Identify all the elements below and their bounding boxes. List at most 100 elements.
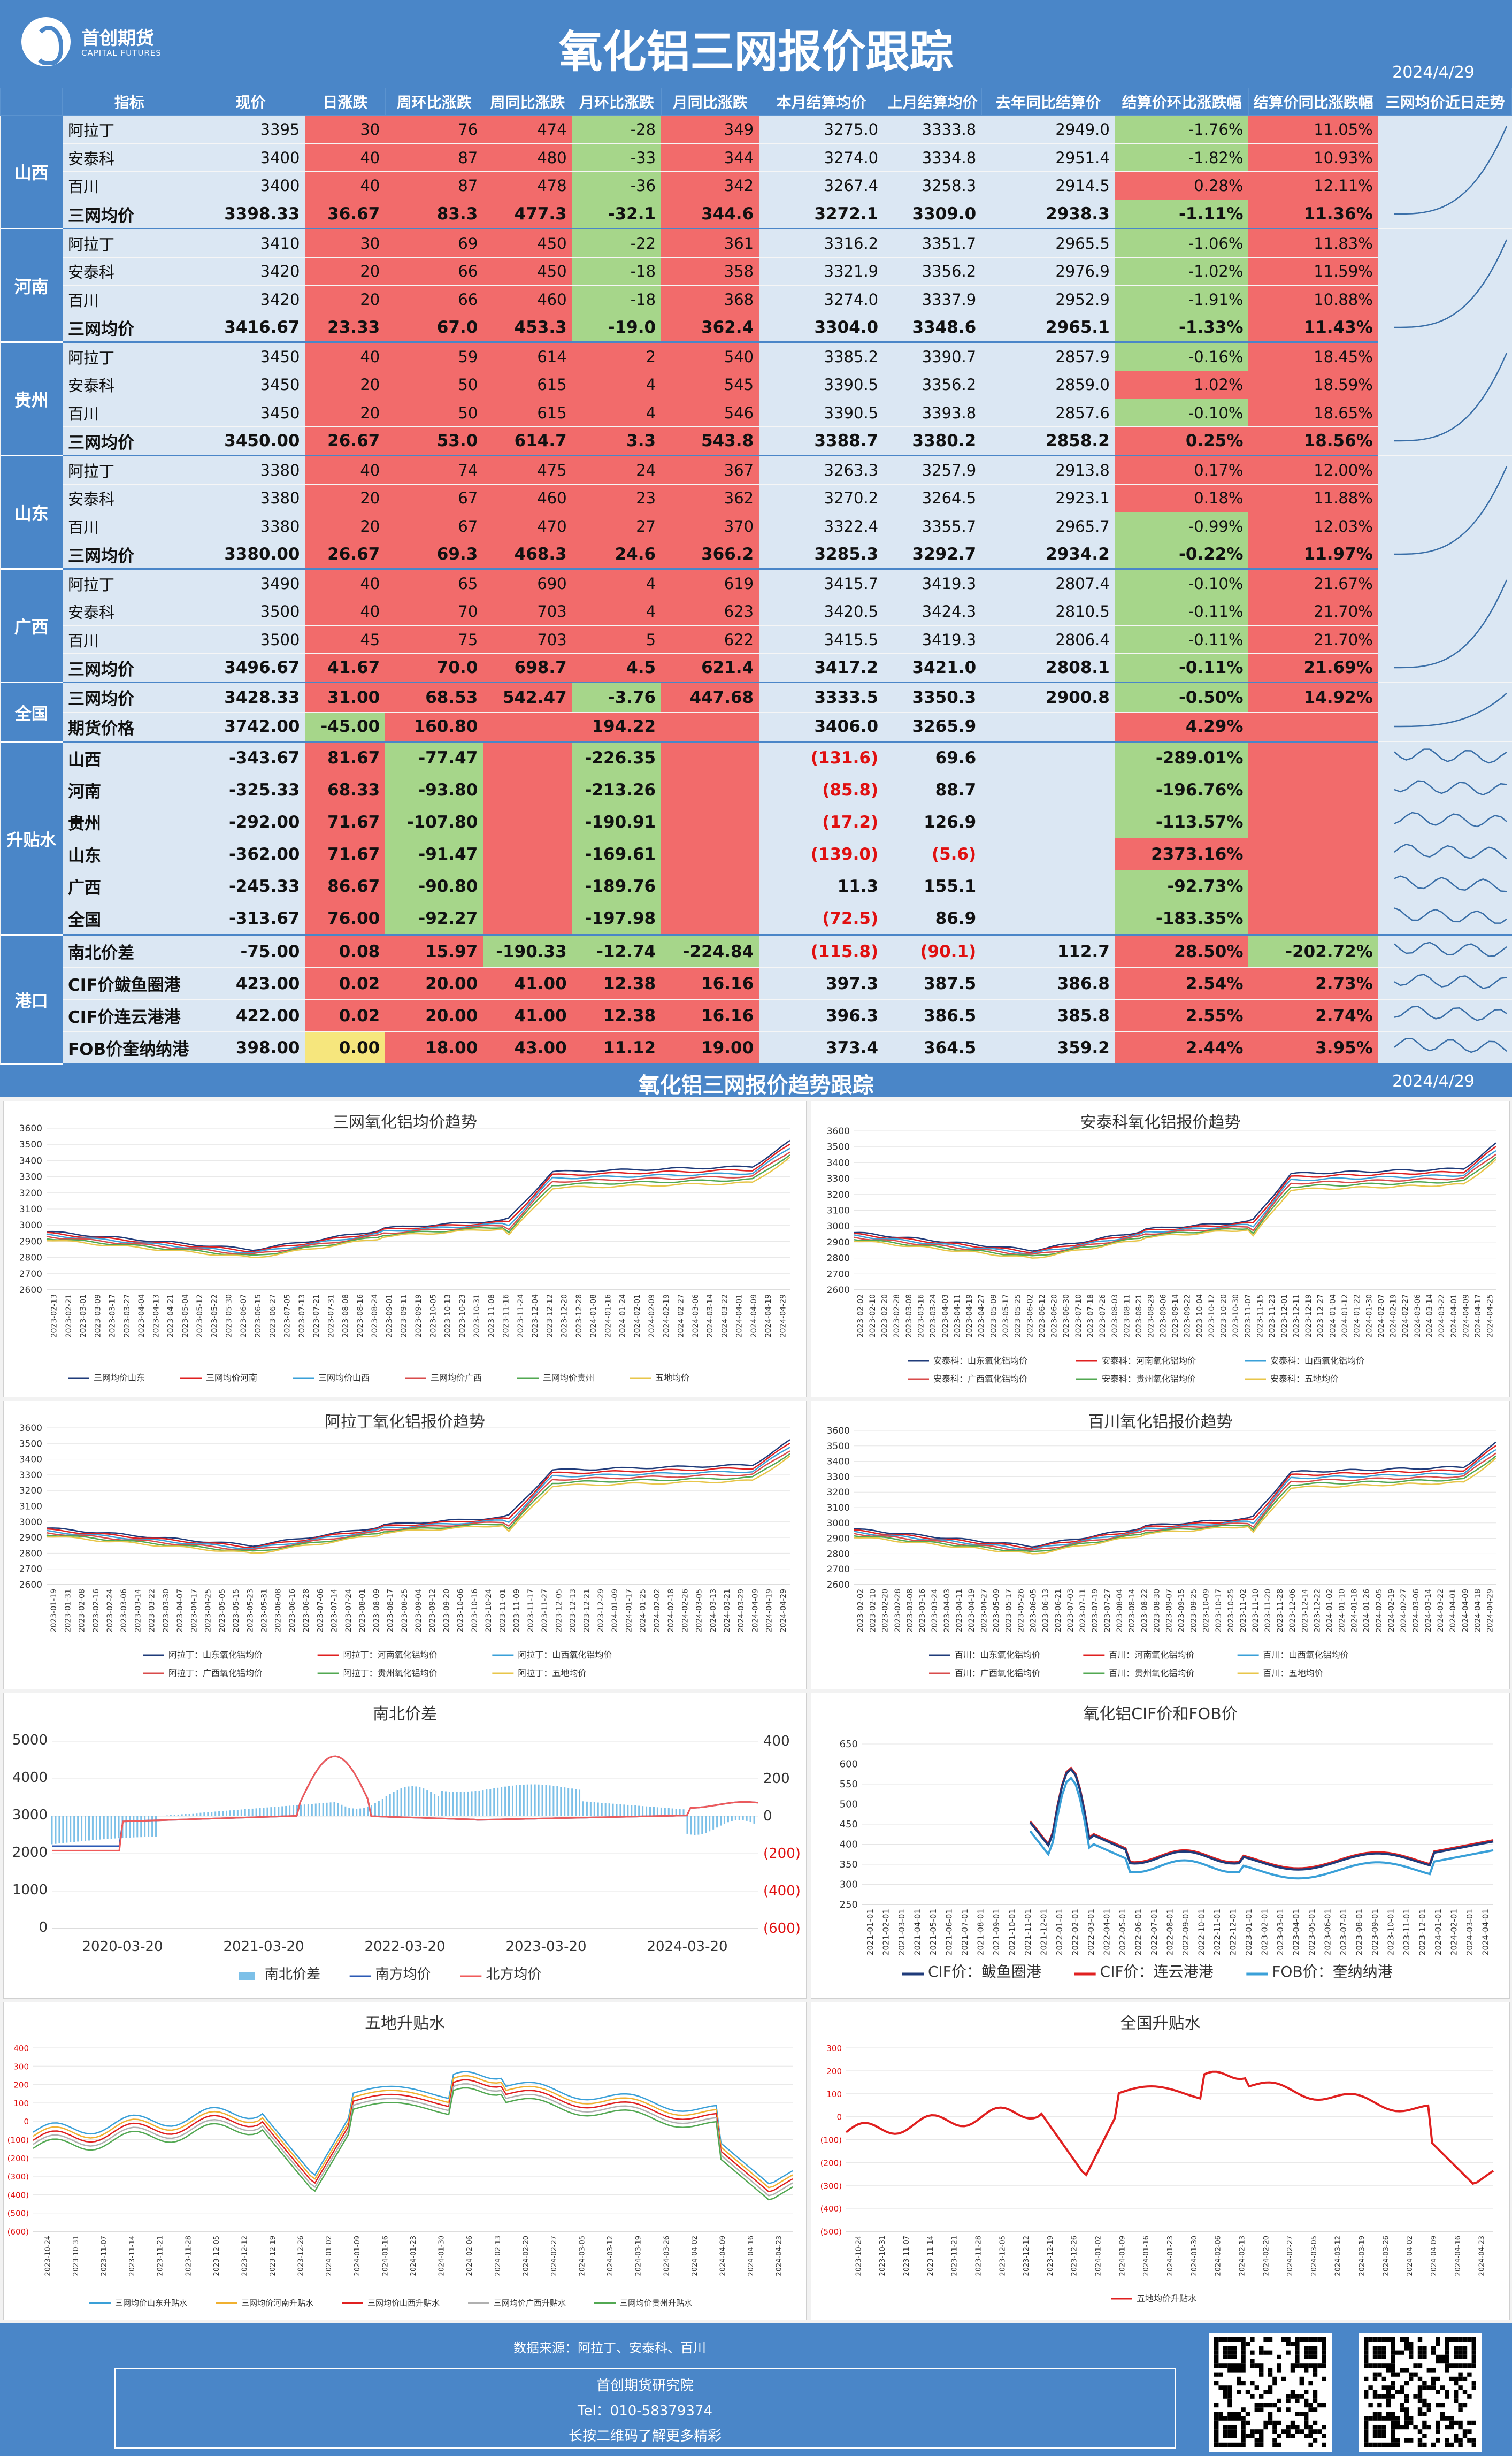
table-cell: 3355.7	[884, 512, 982, 541]
qr-module	[1391, 2350, 1395, 2355]
sparkline-path	[1394, 353, 1507, 442]
qr-module	[1381, 2354, 1386, 2359]
qr-module	[1308, 2354, 1313, 2359]
qr-module	[1364, 2429, 1369, 2434]
y-tick-label: (300)	[820, 2181, 842, 2191]
x-tick-label: 2024-04-23	[1478, 2236, 1486, 2276]
qr-module	[1458, 2403, 1463, 2408]
x-tick-label: 2023-05-25	[1014, 1294, 1023, 1337]
table-cell: 2808.1	[981, 653, 1115, 683]
x-tick-label: 2024-03-22	[1438, 1294, 1446, 1337]
qr-module	[1290, 2368, 1295, 2373]
qr-module	[1299, 2337, 1304, 2342]
y-tick-label: (100)	[7, 2136, 29, 2145]
chart-svg: 3600350034003300320031003000290028002700…	[19, 1123, 790, 1383]
region-group-label: 广西	[0, 569, 63, 683]
qr-module	[1223, 2363, 1228, 2368]
x-tick-label: 2023-02-28	[893, 1294, 901, 1337]
sparkline-path	[1394, 875, 1507, 892]
trend-sparkline	[1378, 870, 1512, 902]
qr-module	[1237, 2337, 1241, 2342]
x-tick-label: 2024-03-05	[695, 1589, 704, 1632]
x-tick-label: 2023-11-21	[157, 2236, 165, 2276]
x-tick-label: 2023-08-30	[1153, 1589, 1161, 1632]
qr-module	[1223, 2434, 1228, 2438]
qr-module	[1313, 2337, 1318, 2342]
qr-module	[1368, 2385, 1373, 2390]
table-cell: 3417.2	[759, 653, 884, 683]
table-cell: 50	[385, 371, 483, 399]
x-tick-label: 2023-09-12	[428, 1589, 437, 1632]
qr-module	[1232, 2416, 1237, 2421]
y2-tick-label: (200)	[763, 1846, 801, 1862]
table-cell: 26.67	[305, 540, 386, 570]
table-cell: 2965.5	[981, 228, 1115, 258]
qr-module	[1304, 2390, 1309, 2394]
row-label: 阿拉丁	[62, 342, 196, 371]
chart-panel-five-region-basis: 五地升贴水 400 300 200 100 0 (100) (200) (300) (400) (5…	[3, 2002, 807, 2320]
qr-module	[1368, 2363, 1373, 2368]
table-cell: -1.02%	[1115, 257, 1249, 286]
table-cell	[981, 806, 1115, 838]
legend-label: 百川：五地均价	[1263, 1668, 1323, 1678]
qr-module	[1237, 2442, 1241, 2447]
x-tick-label: 2023-11-16	[502, 1294, 511, 1337]
table-cell: 3395	[196, 115, 305, 144]
qr-module	[1404, 2368, 1409, 2373]
legend-label: 南方均价	[375, 1967, 431, 1983]
row-label: 河南	[62, 774, 196, 806]
qr-module	[1308, 2350, 1313, 2355]
column-header: 现价	[196, 88, 305, 116]
x-tick-label: 2023-05-17	[1002, 1294, 1010, 1337]
x-tick-label: 2023-04-27	[980, 1589, 988, 1632]
table-cell: 2952.9	[981, 285, 1115, 314]
x-tick-label: 2023-07-10	[1074, 1294, 1083, 1337]
table-cell: 4	[572, 399, 662, 427]
qr-code-icon[interactable]	[1359, 2333, 1482, 2452]
x-tick-label: 2024-01-01	[1433, 1909, 1443, 1955]
table-cell: 3500	[196, 598, 305, 626]
row-label: 安泰科	[62, 143, 196, 172]
table-cell: 0.18%	[1115, 484, 1249, 512]
y-tick-label: 3100	[827, 1503, 850, 1513]
trend-sparkline	[1378, 774, 1512, 806]
qr-module	[1313, 2394, 1318, 2399]
table-cell: 3398.33	[196, 200, 305, 229]
qr-module	[1232, 2363, 1237, 2368]
qr-module	[1458, 2350, 1463, 2355]
qr-module	[1413, 2363, 1418, 2368]
qr-module	[1295, 2354, 1300, 2359]
qr-module	[1467, 2372, 1472, 2377]
org-name: 首创期货研究院	[596, 2378, 694, 2394]
x-tick-label: 2024-04-02	[691, 2236, 699, 2276]
legend-label: 南北价差	[265, 1967, 320, 1983]
qr-module	[1449, 2420, 1454, 2425]
legend-label: 安泰科：五地均价	[1270, 1374, 1339, 1384]
x-tick-label: 2023-08-21	[1135, 1294, 1143, 1337]
table-cell: 3400	[196, 171, 305, 201]
x-tick-label: 2022-02-01	[1070, 1909, 1080, 1955]
y-tick-label: (400)	[7, 2190, 29, 2200]
y-tick-label: 3100	[19, 1502, 42, 1512]
qr-module	[1304, 2350, 1309, 2355]
qr-module	[1386, 2442, 1391, 2447]
qr-module	[1223, 2390, 1228, 2394]
qr-code-icon[interactable]	[1209, 2333, 1332, 2452]
table-cell: 3265.9	[884, 712, 982, 743]
y-tick-label: 2600	[827, 1580, 850, 1590]
qr-module	[1364, 2350, 1369, 2355]
qr-module	[1409, 2376, 1414, 2381]
table-cell: 3257.9	[884, 455, 982, 485]
table-cell	[981, 741, 1115, 774]
x-tick-label: 2024-04-01	[1450, 1294, 1459, 1337]
x-tick-label: 2023-02-13	[50, 1294, 59, 1337]
qr-module	[1445, 2368, 1449, 2373]
row-label: FOB价奎纳纳港	[62, 1031, 196, 1065]
chart-svg: 3002001000(100)(200)(300)(400)(500)2023-…	[820, 2044, 1494, 2304]
x-tick-label: 2023-11-20	[1264, 1589, 1272, 1632]
qr-module	[1241, 2359, 1246, 2364]
x-tick-label: 2023-02-16	[92, 1589, 101, 1632]
x-tick-label: 2023-10-25	[1227, 1589, 1235, 1632]
y-tick-label: 300	[13, 2062, 29, 2071]
qr-module	[1372, 2337, 1378, 2342]
